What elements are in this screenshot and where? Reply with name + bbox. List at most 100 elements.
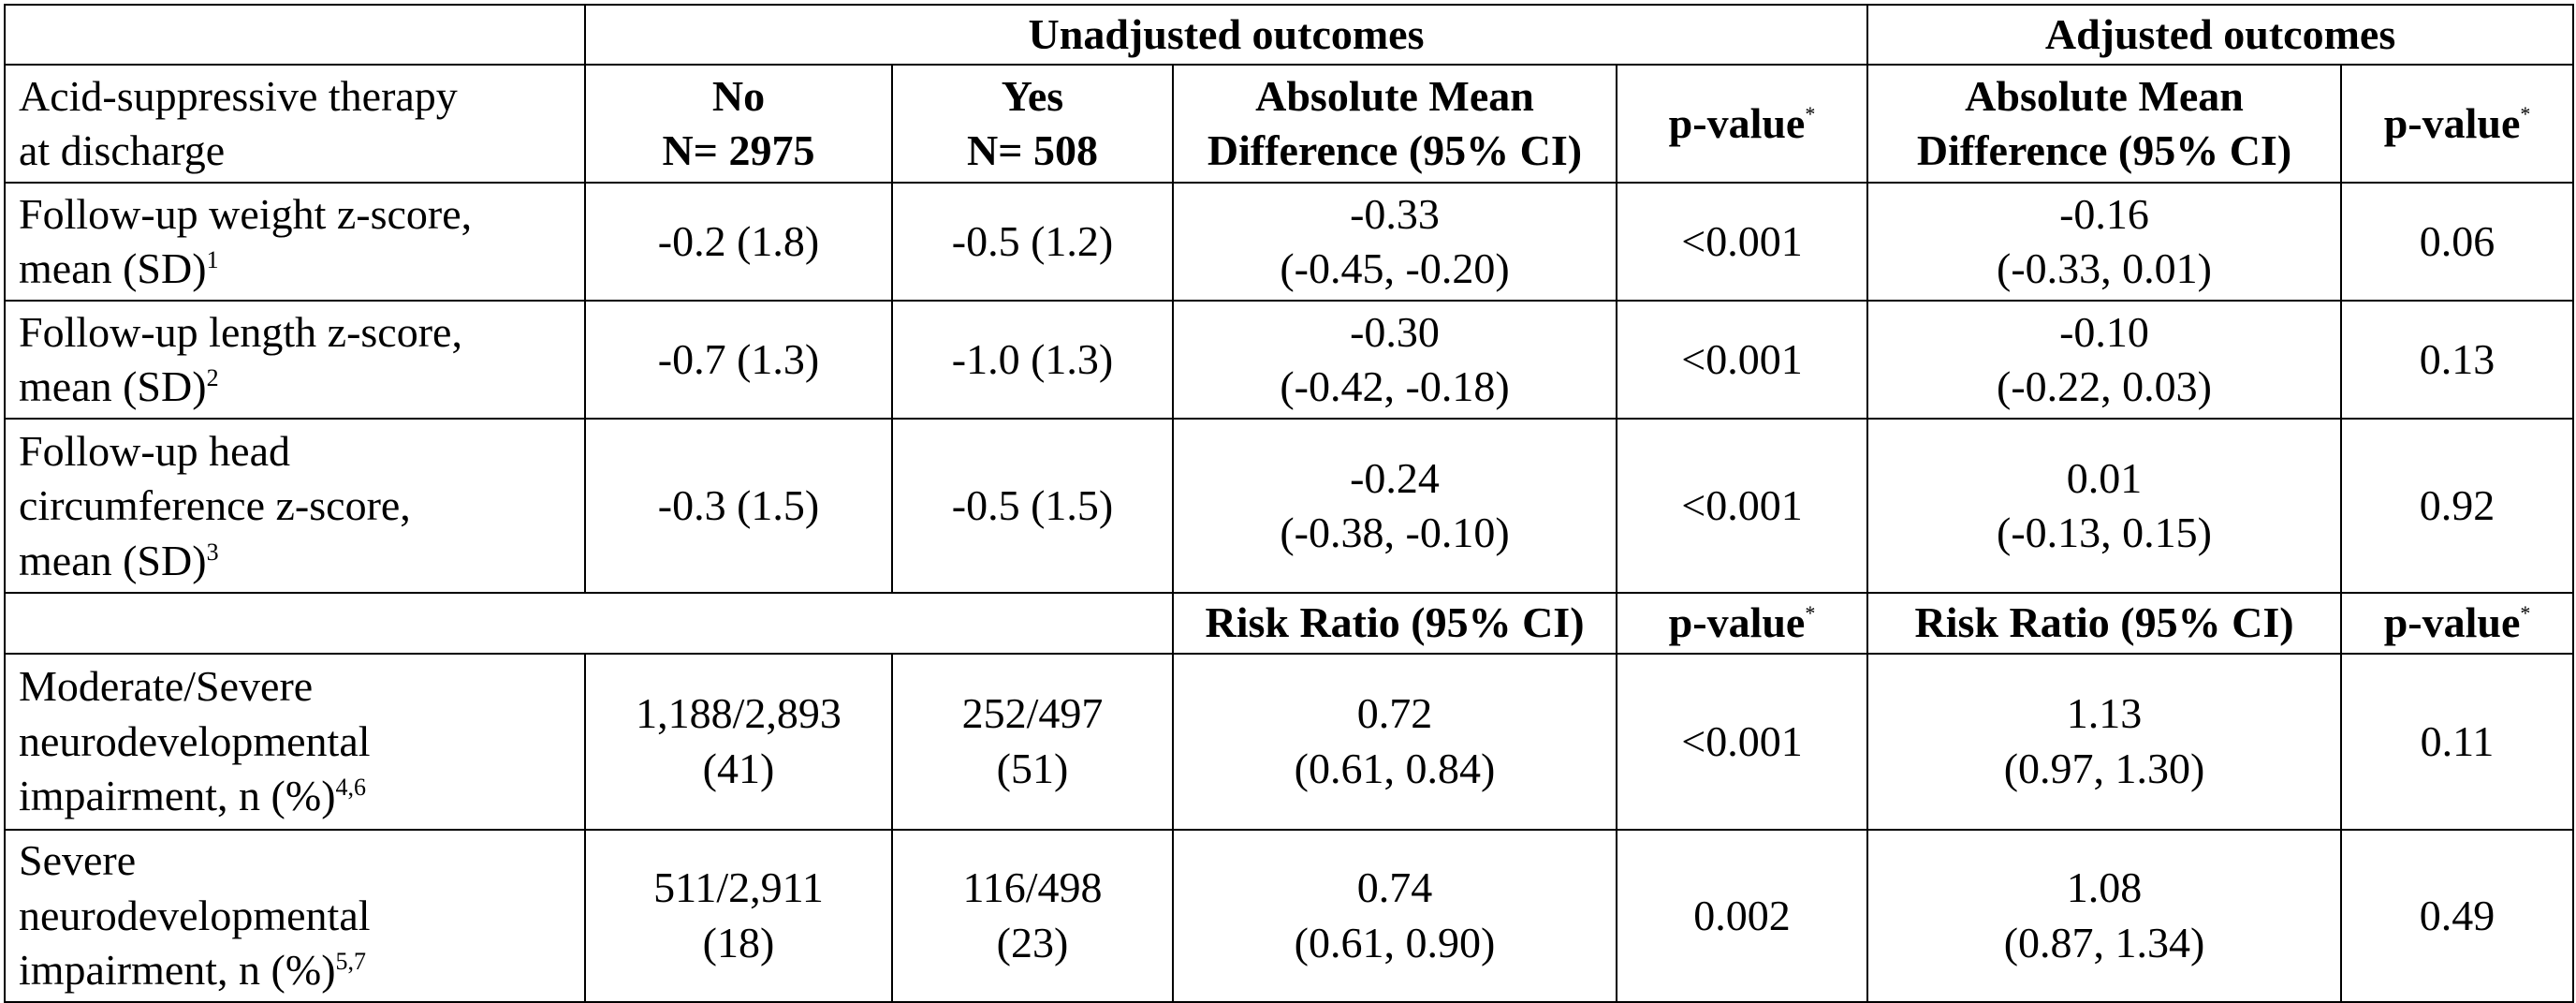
row-label: Severe neurodevelopmental impairment, n (%… — [4, 828, 586, 1003]
therapy-header: Acid-suppressive therapy at discharge — [4, 64, 586, 184]
row-label-line: circumference z-score, — [19, 479, 571, 533]
unadjusted-group-header: Unadjusted outcomes — [583, 3, 1869, 66]
row-label-text: Follow-up weight z-score, — [19, 190, 473, 238]
unadjusted-estimate: -0.33 (-0.45, -0.20) — [1172, 182, 1617, 302]
row-label-text: mean (SD) — [19, 362, 207, 411]
zscore-rows: Follow-up weight z-score, mean (SD)1 -0.2 … — [4, 182, 2575, 595]
cell-line: 116/498 — [962, 863, 1103, 912]
empty-corner-cell — [4, 3, 586, 66]
adjusted-pvalue: 0.49 — [2340, 828, 2575, 1003]
unadjusted-estimate: 0.74 (0.61, 0.90) — [1172, 828, 1617, 1003]
yes-header: Yes N= 508 — [891, 64, 1174, 184]
unadjusted-estimate: -0.30 (-0.42, -0.18) — [1172, 300, 1617, 420]
adjusted-estimate: 0.01 (-0.13, 0.15) — [1866, 418, 2343, 595]
adjusted-estimate: 1.08 (0.87, 1.34) — [1866, 828, 2343, 1003]
row-label-text: impairment, n (%) — [19, 946, 336, 995]
cell-line: (0.61, 0.90) — [1294, 918, 1496, 966]
adjusted-pvalue: 0.06 — [2340, 182, 2575, 302]
row-label-line: mean (SD)2 — [19, 360, 571, 414]
cell-line: -0.2 (1.8) — [657, 217, 820, 266]
adjusted-pvalue-header: p-value* — [2340, 64, 2575, 184]
row-label-text: Follow-up head — [19, 426, 291, 475]
adjusted-group-header: Adjusted outcomes — [1866, 3, 2575, 66]
unadjusted-pvalue-header: p-value* — [1615, 64, 1869, 184]
no-value: -0.7 (1.3) — [584, 300, 893, 420]
row-label-text: Moderate/Severe — [19, 662, 314, 711]
table-row: Follow-up weight z-score, mean (SD)1 -0.2 … — [4, 182, 2575, 302]
cell-line: (0.61, 0.84) — [1294, 744, 1496, 792]
pvalue-label: p-value — [2383, 598, 2521, 647]
cell-line: -0.3 (1.5) — [657, 481, 820, 530]
cell-line: 0.72 — [1356, 689, 1433, 738]
row-label-line: mean (SD)1 — [19, 242, 571, 296]
footnote-marker: 3 — [206, 538, 219, 566]
cell-line: -0.7 (1.3) — [657, 335, 820, 384]
cell-line: -0.16 — [2059, 190, 2149, 238]
no-value: 511/2,911 (18) — [584, 828, 893, 1003]
row-label: Follow-up head circumference z-score, mean… — [4, 418, 586, 595]
cell-line: 511/2,911 — [653, 863, 824, 912]
no-value: -0.3 (1.5) — [584, 418, 893, 595]
cell-line: -0.24 — [1350, 454, 1440, 502]
pvalue-label: p-value — [1668, 598, 1806, 647]
cell-line: -0.30 — [1350, 308, 1440, 356]
adjusted-pvalue: 0.11 — [2340, 652, 2575, 831]
row-label: Follow-up weight z-score, mean (SD)1 — [4, 182, 586, 302]
amd-header-line2: Difference (95% CI) — [1207, 126, 1583, 175]
risk-ratio-rows: Moderate/Severe neurodevelopmental impairm… — [4, 652, 2575, 1003]
row-label-line: mean (SD)3 — [19, 534, 571, 588]
yes-header-n: N= 508 — [967, 126, 1098, 175]
adjusted-pvalue: 0.92 — [2340, 418, 2575, 595]
adjusted-amd-header: Absolute Mean Difference (95% CI) — [1866, 64, 2343, 184]
pvalue-label: p-value — [2383, 99, 2521, 148]
no-header-n: N= 2975 — [662, 126, 815, 175]
cell-line: -0.5 (1.2) — [951, 217, 1114, 266]
unadjusted-pvalue: <0.001 — [1615, 652, 1869, 831]
amd-header-line2: Difference (95% CI) — [1916, 126, 2292, 175]
therapy-header-line1: Acid-suppressive therapy — [19, 72, 458, 120]
row-label: Follow-up length z-score, mean (SD)2 — [4, 300, 586, 420]
cell-line: (23) — [996, 918, 1069, 966]
yes-header-label: Yes — [1001, 72, 1064, 120]
column-header-row: Acid-suppressive therapy at discharge No… — [4, 64, 2575, 184]
row-label: Moderate/Severe neurodevelopmental impairm… — [4, 652, 586, 831]
pvalue-label: p-value — [1668, 99, 1806, 148]
pvalue-asterisk: * — [2520, 601, 2531, 626]
unadjusted-rr-pvalue-header: p-value* — [1615, 592, 1869, 655]
cell-line: (51) — [996, 744, 1069, 792]
row-label-line: impairment, n (%)4,6 — [19, 769, 571, 823]
therapy-header-line2: at discharge — [19, 126, 226, 175]
amd-header-line1: Absolute Mean — [1255, 72, 1534, 120]
unadjusted-pvalue: 0.002 — [1615, 828, 1869, 1003]
row-label-text: neurodevelopmental — [19, 716, 371, 765]
cell-line: 1.13 — [2066, 689, 2143, 738]
adjusted-estimate: -0.16 (-0.33, 0.01) — [1866, 182, 2343, 302]
row-label-text: mean (SD) — [19, 536, 207, 584]
cell-line: (-0.45, -0.20) — [1280, 244, 1510, 293]
table-row: Severe neurodevelopmental impairment, n (%… — [4, 828, 2575, 1003]
risk-ratio-spacer — [4, 592, 1174, 655]
cell-line: (0.97, 1.30) — [2003, 744, 2205, 792]
footnote-marker: 2 — [206, 364, 219, 392]
cell-line: (-0.38, -0.10) — [1280, 509, 1510, 557]
adjusted-estimate: 1.13 (0.97, 1.30) — [1866, 652, 2343, 831]
group-header-row: Unadjusted outcomes Adjusted outcomes — [4, 3, 2575, 66]
row-label-text: mean (SD) — [19, 244, 207, 293]
row-label-line: Severe — [19, 833, 571, 888]
row-label-line: Follow-up head — [19, 424, 571, 479]
yes-value: 116/498 (23) — [891, 828, 1174, 1003]
pvalue-asterisk: * — [2520, 102, 2531, 126]
no-value: -0.2 (1.8) — [584, 182, 893, 302]
pvalue-asterisk: * — [1805, 102, 1816, 126]
row-label-text: Severe — [19, 836, 137, 885]
yes-value: 252/497 (51) — [891, 652, 1174, 831]
unadjusted-rr-header: Risk Ratio (95% CI) — [1172, 592, 1617, 655]
adjusted-rr-pvalue-header: p-value* — [2340, 592, 2575, 655]
unadjusted-pvalue: <0.001 — [1615, 182, 1869, 302]
cell-line: (-0.13, 0.15) — [1997, 509, 2213, 557]
row-label-text: neurodevelopmental — [19, 891, 371, 939]
cell-line: 252/497 — [961, 689, 1104, 738]
amd-header-line1: Absolute Mean — [1965, 72, 2244, 120]
unadjusted-estimate: -0.24 (-0.38, -0.10) — [1172, 418, 1617, 595]
unadjusted-pvalue: <0.001 — [1615, 418, 1869, 595]
